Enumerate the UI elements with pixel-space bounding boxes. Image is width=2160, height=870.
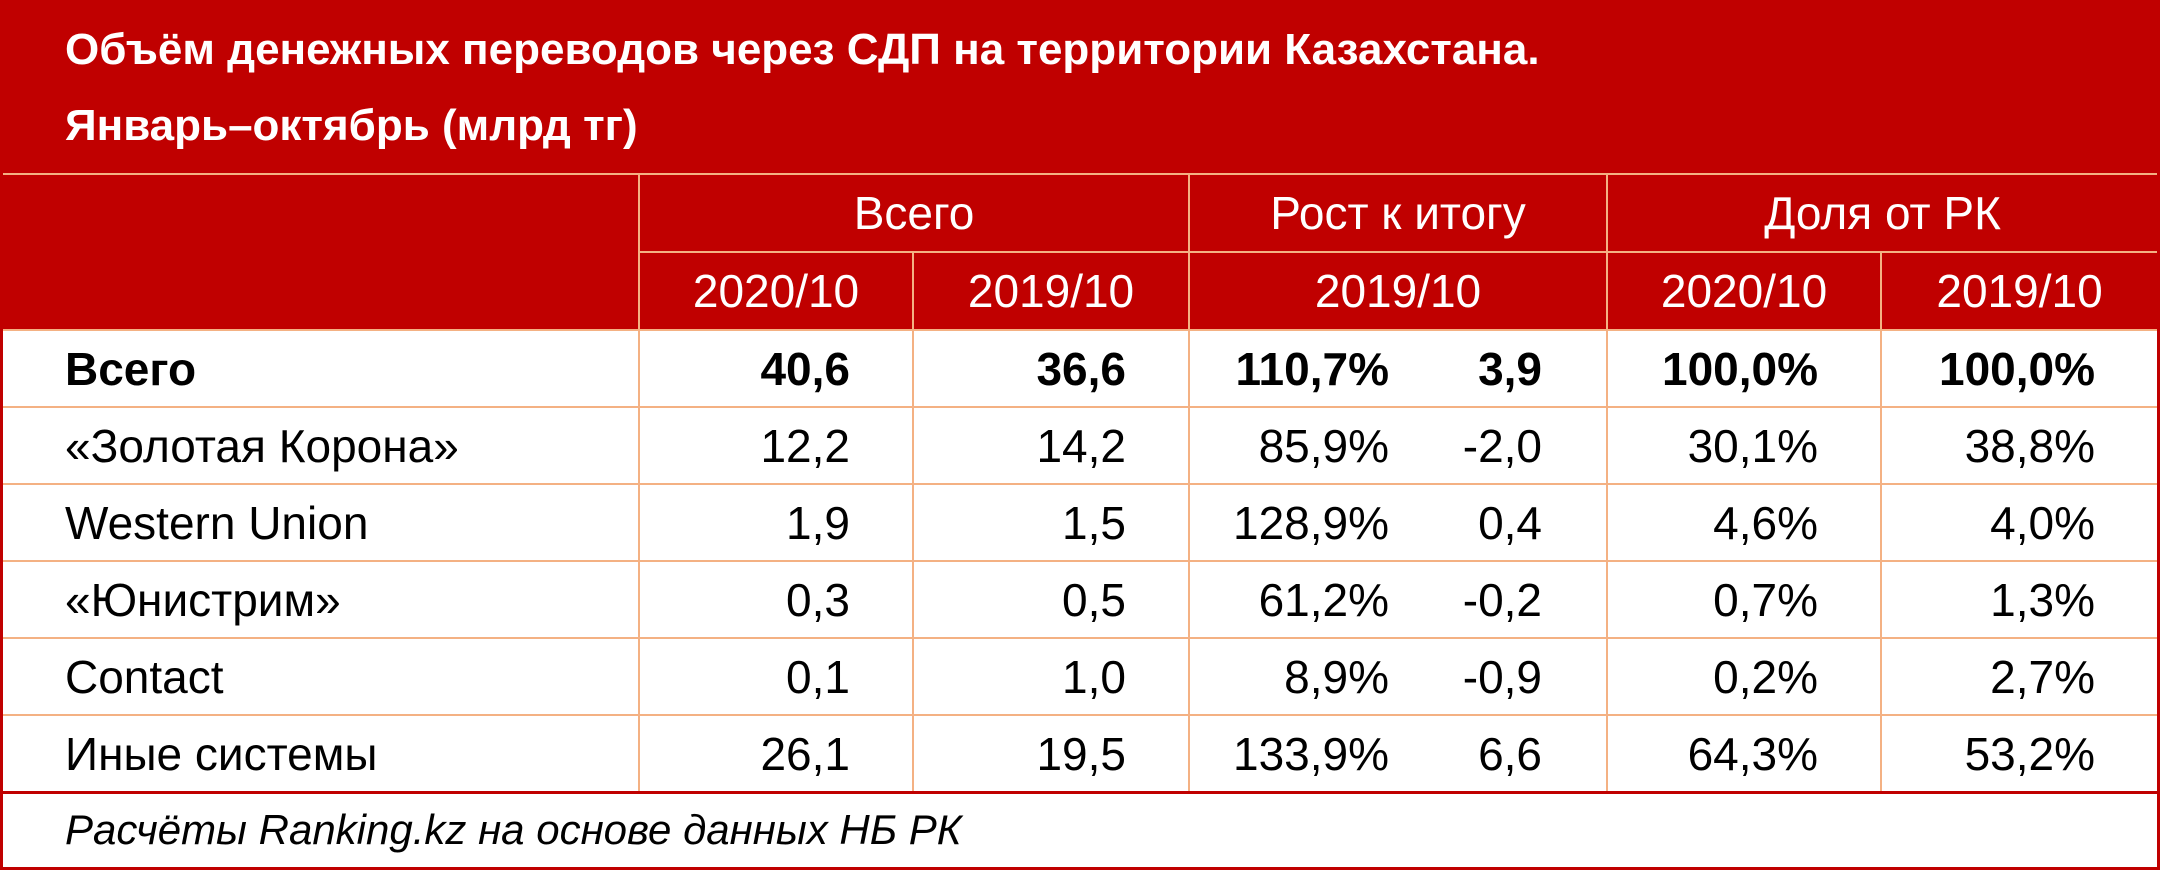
data-table: Всего Рост к итогу Доля от РК 2020/10 20…	[3, 173, 2158, 792]
cell-total-2019: 0,5	[912, 560, 1189, 638]
header-group-share: Доля от РК	[1606, 173, 2158, 252]
cell-growth-pct: 85,9%	[1188, 406, 1429, 484]
header-sub-total-2019: 2019/10	[912, 251, 1189, 330]
cell-total-2020: 40,6	[638, 329, 913, 407]
cell-share-2020: 64,3%	[1606, 714, 1882, 792]
cell-total-2020: 12,2	[638, 406, 913, 484]
cell-share-2019: 38,8%	[1880, 406, 2158, 484]
header-sub-total-2020: 2020/10	[638, 251, 913, 330]
cell-growth-abs: -0,9	[1429, 637, 1608, 715]
row-name: Contact	[3, 637, 639, 715]
cell-share-2020: 30,1%	[1606, 406, 1882, 484]
cell-share-2020: 0,2%	[1606, 637, 1882, 715]
header-sub-share-2020: 2020/10	[1606, 251, 1882, 330]
cell-share-2019: 2,7%	[1880, 637, 2158, 715]
cell-share-2020: 100,0%	[1606, 329, 1882, 407]
cell-growth-pct: 8,9%	[1188, 637, 1429, 715]
cell-total-2019: 14,2	[912, 406, 1189, 484]
cell-share-2019: 4,0%	[1880, 483, 2158, 561]
header-sub-growth-2019: 2019/10	[1187, 251, 1608, 330]
header-blank-cell	[3, 173, 639, 330]
cell-total-2019: 1,5	[912, 483, 1189, 561]
header-group-growth: Рост к итогу	[1187, 173, 1608, 252]
source-note-text: Расчёты Ranking.kz на основе данных НБ Р…	[65, 806, 962, 853]
cell-share-2020: 0,7%	[1606, 560, 1882, 638]
cell-growth-abs: -2,0	[1429, 406, 1608, 484]
cell-growth-pct: 110,7%	[1188, 329, 1429, 407]
cell-growth-pct: 133,9%	[1188, 714, 1429, 792]
title-line-2: Январь–октябрь (млрд тг)	[65, 101, 638, 150]
cell-total-2020: 1,9	[638, 483, 913, 561]
cell-growth-abs: 0,4	[1429, 483, 1608, 561]
row-name: Всего	[3, 329, 639, 407]
title-line-1: Объём денежных переводов через СДП на те…	[65, 25, 1540, 74]
cell-share-2019: 100,0%	[1880, 329, 2158, 407]
table-row: «Юнистрим» 0,3 0,5 61,2% -0,2 0,7% 1,3%	[3, 560, 2158, 638]
table-row: «Золотая Корона» 12,2 14,2 85,9% -2,0 30…	[3, 406, 2158, 484]
cell-growth-abs: 3,9	[1429, 329, 1608, 407]
cell-growth-abs: -0,2	[1429, 560, 1608, 638]
table-row: Contact 0,1 1,0 8,9% -0,9 0,2% 2,7%	[3, 637, 2158, 715]
cell-growth-pct: 61,2%	[1188, 560, 1429, 638]
row-name: «Золотая Корона»	[3, 406, 639, 484]
cell-share-2019: 1,3%	[1880, 560, 2158, 638]
cell-total-2019: 1,0	[912, 637, 1189, 715]
cell-share-2020: 4,6%	[1606, 483, 1882, 561]
header-group-total: Всего	[638, 173, 1189, 252]
row-name: Иные системы	[3, 714, 639, 792]
cell-total-2020: 0,3	[638, 560, 913, 638]
header-sub-share-2019: 2019/10	[1880, 251, 2158, 330]
source-note: Расчёты Ranking.kz на основе данных НБ Р…	[3, 791, 2157, 867]
cell-total-2020: 0,1	[638, 637, 913, 715]
table-row: Иные системы 26,1 19,5 133,9% 6,6 64,3% …	[3, 714, 2158, 792]
table-row: Western Union 1,9 1,5 128,9% 0,4 4,6% 4,…	[3, 483, 2158, 561]
cell-growth-abs: 6,6	[1429, 714, 1608, 792]
row-name: Western Union	[3, 483, 639, 561]
cell-share-2019: 53,2%	[1880, 714, 2158, 792]
row-name: «Юнистрим»	[3, 560, 639, 638]
cell-total-2019: 19,5	[912, 714, 1189, 792]
cell-total-2020: 26,1	[638, 714, 913, 792]
table-title: Объём денежных переводов через СДП на те…	[3, 3, 2157, 173]
table-row-total: Всего 40,6 36,6 110,7% 3,9 100,0% 100,0%	[3, 329, 2158, 407]
cell-growth-pct: 128,9%	[1188, 483, 1429, 561]
cell-total-2019: 36,6	[912, 329, 1189, 407]
